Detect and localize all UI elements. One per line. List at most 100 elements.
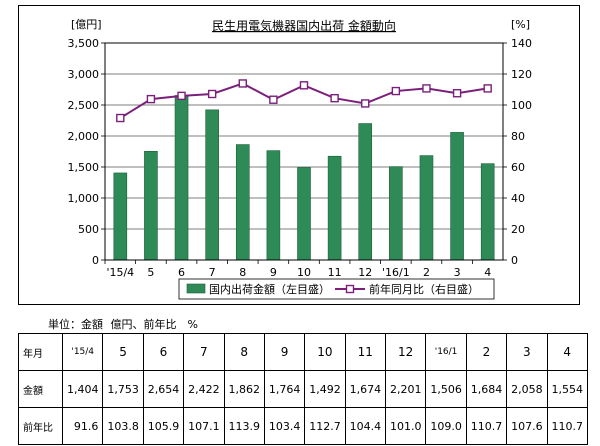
x-tick-10: 2 [423, 266, 430, 279]
cell-amounts-8: 2,201 [384, 370, 427, 408]
legend-line-label: 前年同月比（右目盛） [369, 282, 479, 296]
cell-yoy-11: 107.6 [506, 407, 548, 445]
legend-line-marker [345, 284, 355, 294]
y-right-unit: [%] [511, 18, 530, 31]
x-tick-7: 11 [328, 266, 342, 279]
table-row-month: 年月 '15/4 5 6 7 8 9 10 11 12'16/1 2 3 4 [18, 333, 588, 371]
x-tick-4: 8 [239, 266, 246, 279]
chart-title: 民生用電気機器国内出荷 金額動向 [212, 18, 396, 33]
unit-label: 単位：金額 [48, 318, 103, 331]
yoy-point-11 [452, 89, 462, 98]
cell-months-2: 6 [142, 333, 185, 371]
row-header-yoy: 前年比 [18, 407, 63, 445]
y-right-tick-6: 120 [511, 68, 532, 81]
cell-amounts-12: 1,554 [546, 370, 588, 408]
cell-yoy-1: 103.8 [102, 407, 144, 445]
x-tick-0: '15/4 [106, 266, 134, 279]
bar-4 [235, 144, 250, 261]
bar-0 [113, 172, 128, 261]
yoy-point-8 [361, 99, 370, 108]
plot-frame [104, 42, 504, 261]
yoy-point-10 [422, 84, 431, 93]
cell-months-11: 3 [506, 333, 548, 371]
yoy-point-1 [146, 94, 156, 104]
row-header-month: 年月 [18, 333, 63, 371]
cell-yoy-6: 112.7 [304, 407, 346, 445]
y-left-tick-7: 3,500 [68, 37, 100, 50]
bar-5 [266, 150, 281, 261]
cell-amounts-0: 1,404 [61, 370, 104, 408]
cell-yoy-4: 113.9 [223, 407, 265, 445]
bar-3 [205, 109, 219, 261]
bar-10 [419, 155, 434, 261]
y-left-tick-3: 1,500 [68, 161, 100, 174]
yoy-point-3 [207, 89, 217, 99]
yoy-point-2 [177, 91, 186, 101]
cell-yoy-10: 110.7 [465, 407, 508, 445]
cell-yoy-12: 110.7 [546, 407, 588, 445]
cell-months-5: 9 [263, 333, 306, 371]
y-left-unit: [億円] [71, 18, 102, 31]
legend-bar-label: 国内出荷金額（左目盛） [209, 282, 330, 296]
x-tick-8: 12 [358, 266, 372, 279]
cell-yoy-0: 91.6 [61, 407, 104, 445]
cell-amounts-7: 1,674 [344, 370, 387, 408]
cell-months-9: '16/1 [425, 333, 467, 371]
y-left-tick-4: 2,000 [68, 130, 100, 143]
bar-9 [389, 166, 403, 261]
cell-amounts-3: 2,422 [183, 370, 225, 408]
y-left-tick-1: 500 [78, 223, 99, 236]
bar-6 [297, 167, 311, 261]
yoy-point-9 [391, 86, 401, 96]
x-tick-1: 5 [147, 266, 154, 279]
x-tick-11: 3 [454, 266, 461, 279]
cell-months-10: 2 [465, 333, 508, 371]
cell-amounts-1: 1,753 [102, 370, 144, 408]
table-row-amount: 金額 1,404 1,753 2,654 2,422 1,862 1,764 1,492 1,… [18, 370, 588, 408]
y-right-tick-3: 60 [511, 161, 525, 174]
cell-yoy-7: 104.4 [344, 407, 387, 445]
cell-months-4: 8 [223, 333, 265, 371]
yoy-point-12 [483, 84, 492, 93]
yoy-point-7 [330, 93, 339, 103]
yoy-point-4 [238, 79, 247, 88]
yoy-point-6 [299, 81, 309, 90]
y-right-tick-7: 140 [511, 37, 532, 50]
y-left-tick-6: 3,000 [68, 68, 100, 81]
cell-months-0: '15/4 [61, 333, 104, 371]
y-left-tick-5: 2,500 [68, 99, 100, 112]
chart-svg: 民生用電気機器国内出荷 金額動向 [億円] [%] 0 500 1,000 1,500 2,0… [68, 18, 532, 300]
cell-months-6: 10 [304, 333, 346, 371]
x-tick-9: '16/1 [382, 266, 410, 279]
y-left-tick-2: 1,000 [68, 192, 100, 205]
y-right-tick-4: 80 [511, 130, 525, 143]
row-header-amount: 金額 [18, 370, 63, 408]
x-tick-2: 6 [178, 266, 185, 279]
unit-value: 億円、前年比 % [110, 318, 198, 331]
cell-months-3: 7 [183, 333, 225, 371]
cell-amounts-6: 1,492 [304, 370, 346, 408]
x-tick-3: 7 [209, 266, 216, 279]
cell-amounts-5: 1,764 [263, 370, 306, 408]
bar-7 [327, 155, 342, 261]
cell-amounts-10: 1,684 [465, 370, 508, 408]
y-right-tick-2: 40 [511, 192, 525, 205]
chart-panel: 民生用電気機器国内出荷 金額動向 [億円] [%] 0 500 1,000 1,500 2,0… [18, 5, 580, 305]
bar-1 [144, 151, 158, 261]
yoy-point-0 [116, 113, 125, 123]
legend-bar-swatch [186, 283, 206, 294]
unit-note: 単位：金額 億円、前年比 % [48, 316, 202, 332]
bar-8 [358, 123, 373, 261]
bar-11 [450, 132, 464, 261]
cell-yoy-9: 109.0 [425, 407, 467, 445]
y-right-tick-5: 100 [511, 99, 532, 112]
x-tick-12: 4 [484, 266, 491, 279]
cell-months-8: 12 [384, 333, 427, 371]
bar-2 [174, 95, 189, 261]
cell-amounts-4: 1,862 [223, 370, 265, 408]
cell-yoy-2: 105.9 [142, 407, 185, 445]
y-right-tick-1: 20 [511, 223, 525, 236]
cell-months-7: 11 [344, 333, 387, 371]
cell-yoy-3: 107.1 [183, 407, 225, 445]
yoy-point-5 [269, 95, 278, 104]
